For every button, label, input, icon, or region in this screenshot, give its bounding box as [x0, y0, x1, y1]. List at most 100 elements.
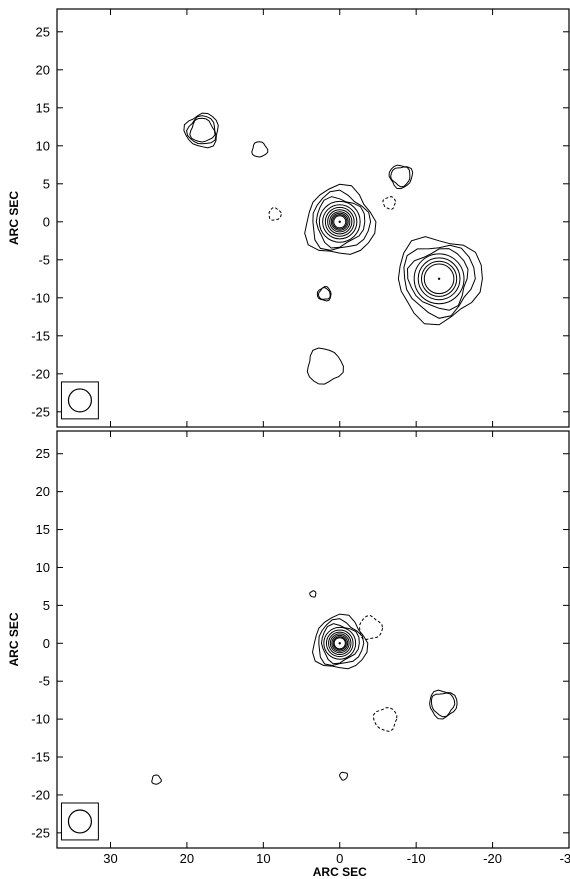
- y-tick-label: -5: [38, 252, 50, 267]
- contour-line: [183, 112, 219, 149]
- contour-line: [430, 692, 456, 718]
- contour-line: [332, 636, 347, 651]
- negative-contour: [359, 614, 384, 641]
- y-tick-label: 20: [36, 484, 50, 499]
- y-tick-label: 5: [43, 176, 50, 191]
- y-axis-label: ARC SEC: [7, 612, 21, 666]
- contour-source: [397, 236, 483, 326]
- contour-line: [331, 634, 349, 652]
- contour-line: [318, 618, 365, 667]
- beam-box: [60, 802, 99, 841]
- x-tick-label: 30: [103, 851, 117, 866]
- contour-line: [397, 236, 483, 326]
- x-tick-label: 20: [180, 851, 194, 866]
- contour-line: [390, 166, 411, 188]
- y-tick-label: 0: [43, 636, 50, 651]
- contour-line: [328, 631, 352, 655]
- y-tick-label: -5: [38, 674, 50, 689]
- contour-line: [327, 209, 353, 235]
- negative-contour: [382, 196, 396, 210]
- plot-frame: [56, 430, 570, 849]
- contour-line: [332, 214, 348, 230]
- y-tick-label: -10: [31, 290, 50, 305]
- contour-source: [306, 347, 344, 385]
- contour-line: [324, 206, 355, 237]
- y-tick-label: -20: [31, 787, 50, 802]
- contour-source: [311, 613, 369, 670]
- contour-line: [429, 689, 458, 720]
- y-tick-label: 5: [43, 598, 50, 613]
- contour-source: [151, 774, 162, 785]
- contour-line: [423, 263, 455, 295]
- y-tick-label: -25: [31, 825, 50, 840]
- y-tick-label: 10: [36, 138, 50, 153]
- contour-line: [311, 613, 369, 670]
- contour-line: [312, 189, 372, 251]
- x-tick-label: -30: [560, 851, 570, 866]
- contour-line: [306, 347, 344, 385]
- contour-line: [323, 626, 357, 660]
- contour-line: [339, 771, 349, 781]
- contour-line: [420, 260, 458, 297]
- contour-peak: [338, 642, 341, 645]
- plot-frame: [56, 8, 570, 428]
- contour-source: [429, 689, 458, 720]
- contour-source: [388, 164, 414, 190]
- contour-source: [339, 771, 349, 781]
- contour-line: [151, 774, 162, 785]
- contour-line: [329, 211, 351, 233]
- y-tick-label: -15: [31, 328, 50, 343]
- top-panel: 25 20 15 10 5 0 -5 -10 -15 -20 -25 ARC SEC: [7, 8, 570, 428]
- contour-layer: [183, 112, 483, 385]
- contour-line: [330, 212, 349, 231]
- y-tick-label: 10: [36, 560, 50, 575]
- y-tick-label: 15: [36, 522, 50, 537]
- contour-source: [316, 286, 332, 302]
- contour-source: [304, 183, 377, 255]
- negative-contour: [372, 706, 398, 732]
- contour-line: [417, 257, 461, 301]
- contour-line: [318, 200, 361, 243]
- contour-line: [186, 115, 217, 145]
- y-tick-label: -15: [31, 750, 50, 765]
- contour-line: [316, 286, 332, 302]
- contour-line: [329, 633, 350, 654]
- contour-line: [317, 286, 331, 300]
- y-tick-label: -25: [31, 404, 50, 419]
- x-axis-label: ARC SEC: [313, 865, 367, 879]
- contour-source: [251, 141, 269, 158]
- contour-line: [322, 204, 358, 240]
- beam-box: [60, 381, 99, 420]
- contour-line: [251, 141, 269, 158]
- y-tick-label: -20: [31, 366, 50, 381]
- bottom-panel: 25 20 15 10 5 0 -5 -10 -15 -20 -25 30 20 10 0 -10 -20 -30…: [7, 430, 570, 879]
- beam-ellipse: [67, 809, 92, 834]
- negative-contour: [268, 206, 282, 221]
- contour-line: [333, 637, 346, 650]
- y-tick-label: 25: [36, 446, 50, 461]
- y-tick-label: 15: [36, 100, 50, 115]
- contour-peak: [338, 220, 341, 223]
- contour-line: [388, 164, 414, 190]
- contour-line: [304, 183, 377, 255]
- x-tick-label: 10: [256, 851, 270, 866]
- contour-line: [325, 629, 354, 658]
- contour-line: [333, 215, 347, 229]
- beam-ellipse: [67, 388, 92, 413]
- contour-source: [309, 590, 317, 598]
- contour-peak: [437, 277, 441, 280]
- contour-line: [406, 248, 469, 311]
- contour-source: [183, 112, 219, 149]
- x-tick-label: -10: [407, 851, 426, 866]
- contour-line: [403, 244, 476, 319]
- y-tick-label: 20: [36, 62, 50, 77]
- contour-line: [320, 623, 360, 665]
- y-tick-label: -10: [31, 712, 50, 727]
- contour-line: [309, 590, 317, 598]
- contour-line: [413, 253, 465, 305]
- x-tick-label: -20: [483, 851, 502, 866]
- contour-line: [315, 196, 366, 249]
- y-tick-label: 25: [36, 24, 50, 39]
- x-tick-label: 0: [336, 851, 343, 866]
